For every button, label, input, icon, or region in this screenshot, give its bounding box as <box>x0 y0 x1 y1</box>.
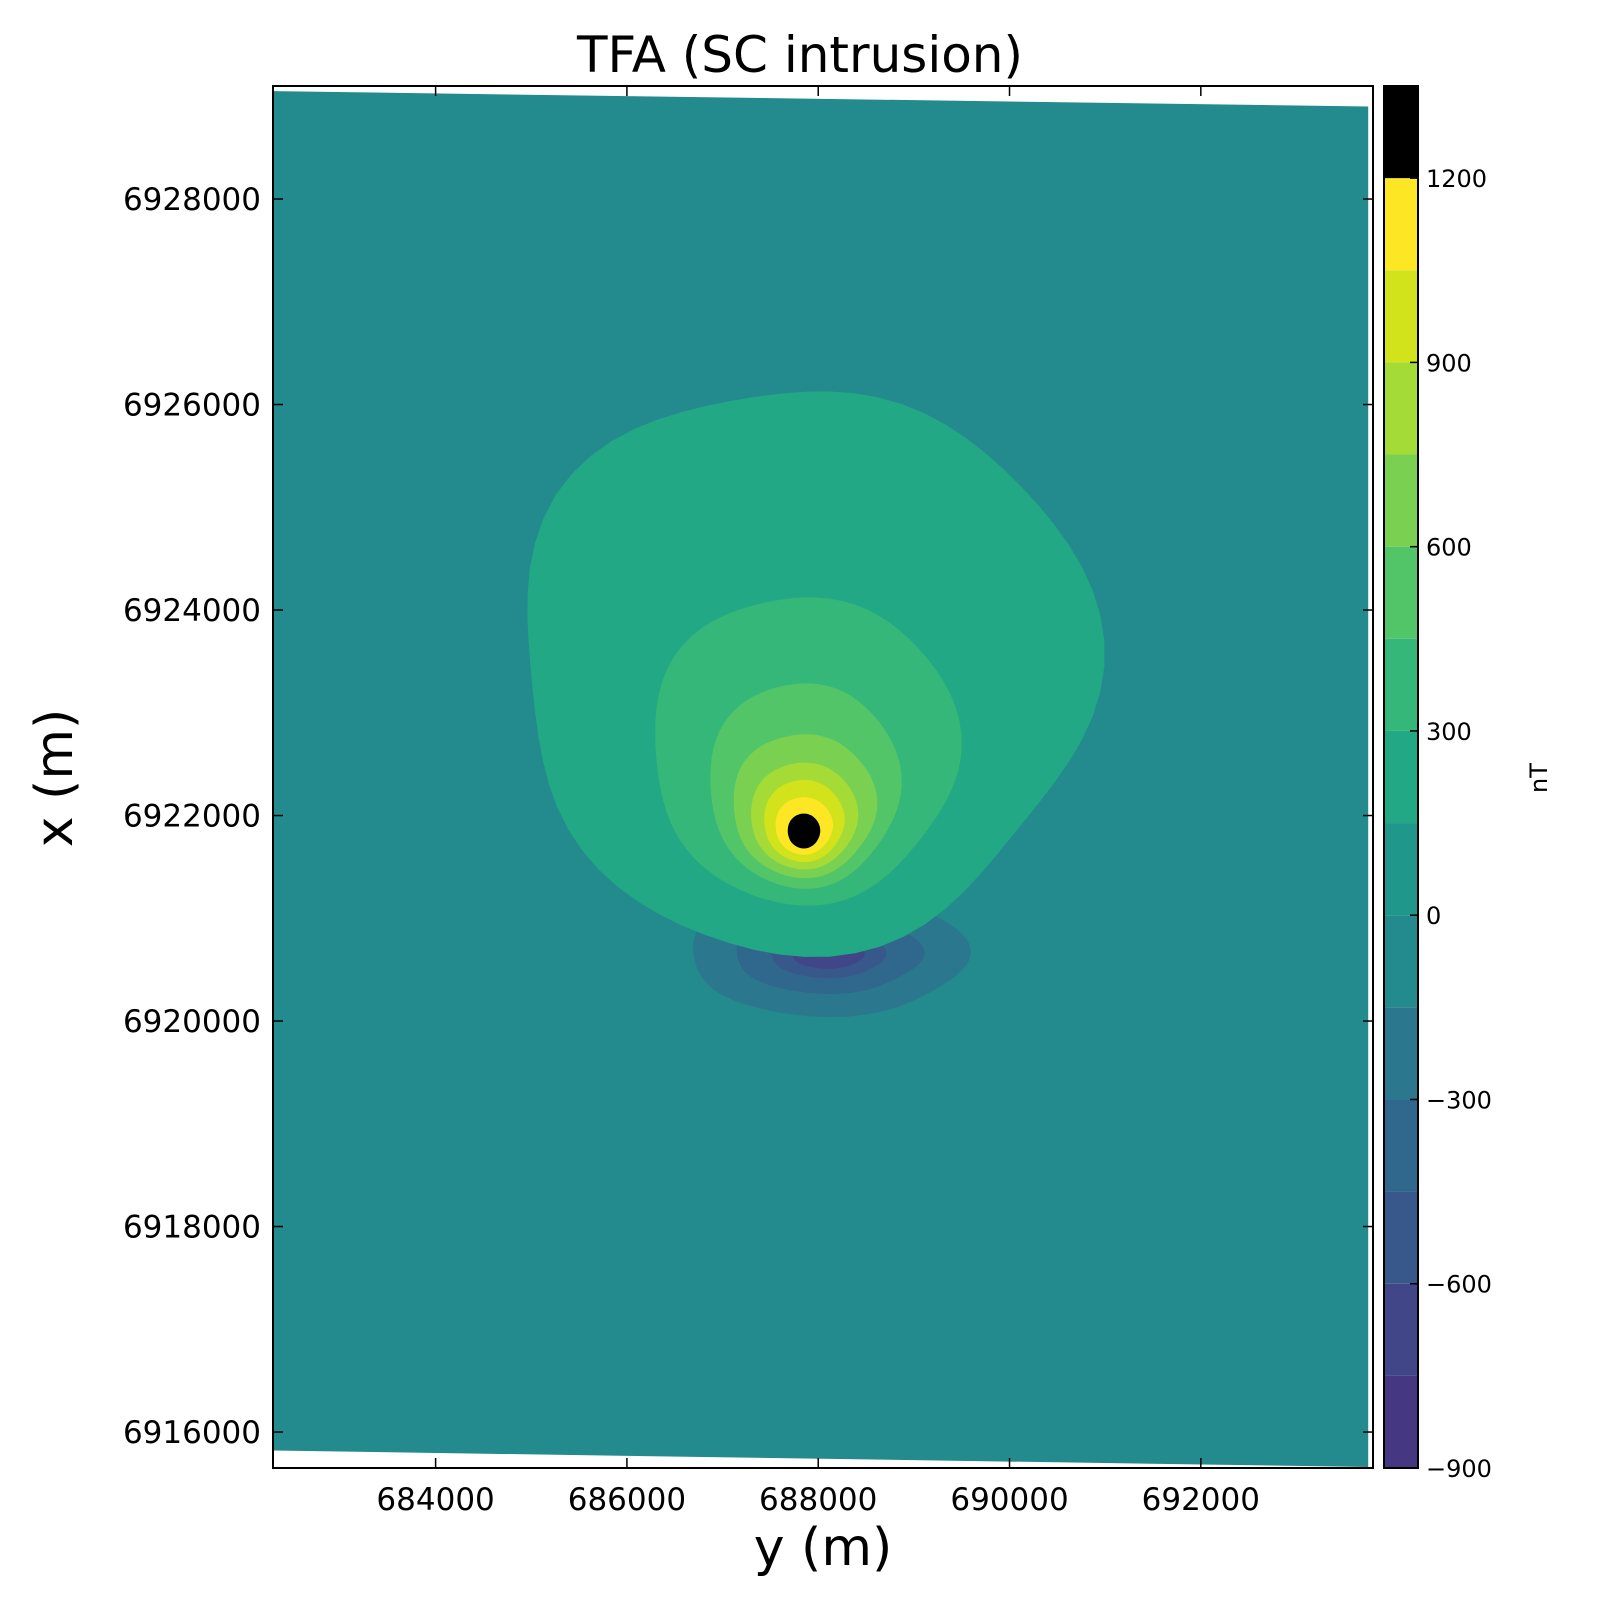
colorbar-segment <box>1384 1007 1418 1100</box>
y-tick-label: 6922000 <box>123 799 261 835</box>
y-tick-label: 6920000 <box>123 1004 261 1040</box>
colorbar-tick-label: 600 <box>1426 534 1472 562</box>
y-tick-label: 6928000 <box>123 182 261 218</box>
colorbar-segment <box>1384 546 1418 639</box>
colorbar-segment <box>1384 86 1418 179</box>
colorbar-label: nT <box>1525 763 1553 793</box>
colorbar-tick-label: 0 <box>1426 902 1441 930</box>
colorbar-segment <box>1384 1191 1418 1284</box>
y-tick-label: 6916000 <box>123 1415 261 1451</box>
plot-area: 684000 686000 688000 690000 692000 691600069… <box>123 85 1374 1518</box>
colorbar-segment <box>1384 454 1418 547</box>
contour-level-1200 <box>787 813 821 849</box>
colorbar-segment <box>1384 1283 1418 1376</box>
colorbar-tick-label: −900 <box>1426 1455 1492 1483</box>
x-axis-label: y (m) <box>754 1518 893 1578</box>
colorbar-segment <box>1384 1375 1418 1468</box>
y-tick-label: 6924000 <box>123 593 261 629</box>
x-tick-label: 686000 <box>568 1482 686 1518</box>
colorbar-segment <box>1384 730 1418 824</box>
y-axis: 6916000 6918000 6920000 6922000 6924000 69260… <box>123 182 1373 1451</box>
y-axis-label: x (m) <box>25 709 85 848</box>
x-tick-label: 692000 <box>1142 1482 1260 1518</box>
x-axis: 684000 686000 688000 690000 692000 <box>376 86 1260 1518</box>
x-tick-label: 688000 <box>759 1482 877 1518</box>
colorbar-segment <box>1384 178 1418 271</box>
colorbar-tick-label: −300 <box>1426 1086 1492 1114</box>
colorbar-segment <box>1384 270 1418 363</box>
colorbar-tick-label: 300 <box>1426 718 1472 746</box>
colorbar-tick-label: −600 <box>1426 1271 1492 1299</box>
x-tick-label: 684000 <box>376 1482 494 1518</box>
colorbar-segment <box>1384 638 1418 731</box>
colorbar-tick-label: 1200 <box>1426 165 1487 193</box>
colorbar: −900 −600 −300 0 300 600 900 1200 <box>1383 85 1492 1483</box>
colorbar-segment <box>1384 1099 1418 1192</box>
colorbar-segment <box>1384 823 1418 916</box>
y-tick-label: 6918000 <box>123 1210 261 1246</box>
x-tick-label: 690000 <box>950 1482 1068 1518</box>
y-tick-label: 6926000 <box>123 388 261 424</box>
colorbar-segment <box>1384 915 1418 1008</box>
contour-fills <box>273 91 1369 1467</box>
colorbar-segment <box>1384 362 1418 455</box>
colorbar-tick-label: 900 <box>1426 349 1472 377</box>
plot-frame <box>272 85 1374 1469</box>
chart-title: TFA (SC intrusion) <box>576 26 1023 84</box>
colorbar-frame <box>1383 85 1419 1469</box>
